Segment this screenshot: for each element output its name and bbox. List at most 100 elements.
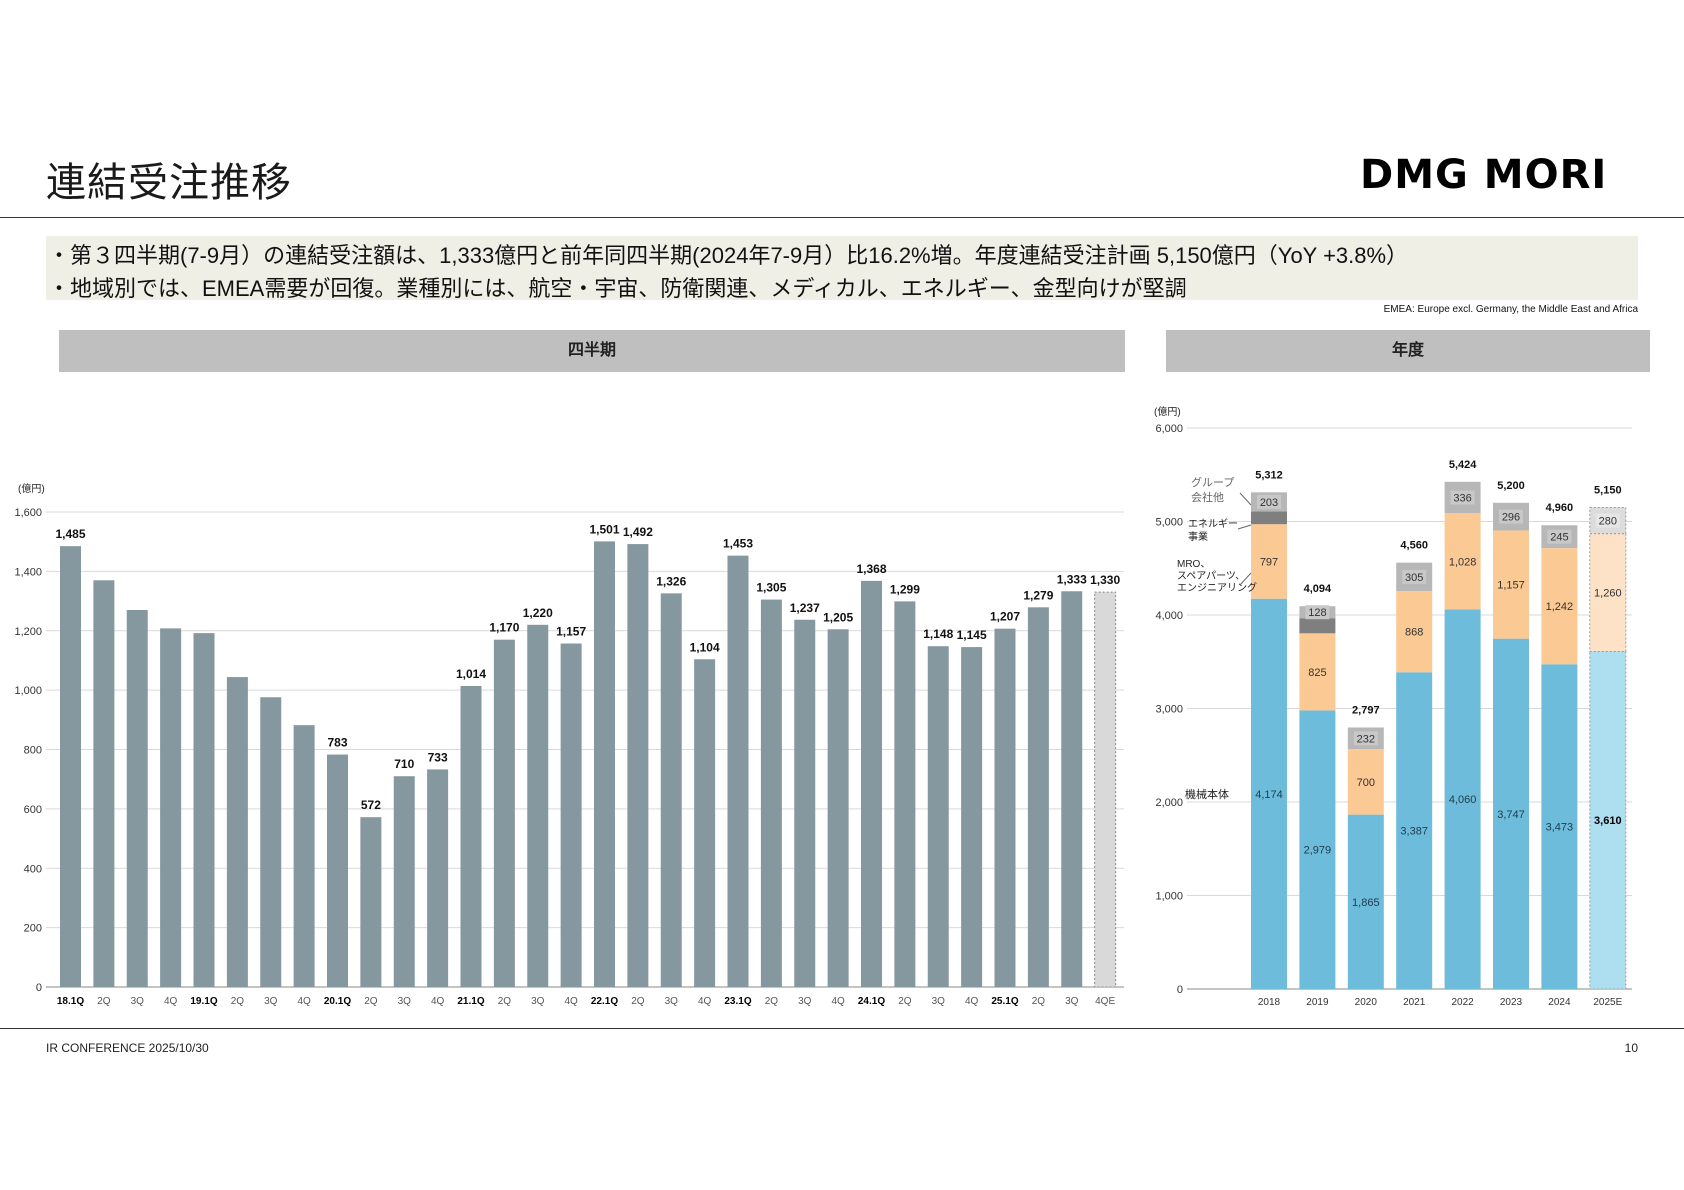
annual-segment-label: 1,157	[1497, 580, 1525, 592]
annual-total-label: 5,424	[1449, 459, 1477, 471]
quarterly-category-label: 2Q	[364, 996, 378, 1007]
quarterly-banner: 四半期	[59, 330, 1125, 372]
annual-segment-label: 4,174	[1255, 789, 1283, 801]
quarterly-value-label: 1,330	[1090, 573, 1120, 587]
quarterly-value-label: 1,279	[1023, 588, 1053, 602]
quarterly-bar	[193, 633, 215, 987]
annual-segment-label: 3,473	[1546, 822, 1574, 834]
annual-segment-label: 1,242	[1546, 601, 1574, 613]
annual-segment-machine	[1493, 638, 1529, 989]
quarterly-value-label: 1,145	[957, 628, 987, 642]
annual-group-label-bg	[1402, 569, 1427, 584]
annual-total-label: 2,797	[1352, 704, 1380, 716]
quarterly-ytick-label: 1,200	[14, 626, 42, 638]
legend-group-label: 会社他	[1191, 490, 1224, 504]
quarterly-category-label: 2Q	[231, 996, 245, 1007]
quarterly-value-label: 1,170	[489, 621, 519, 635]
quarterly-category-label: 18.1Q	[57, 996, 84, 1007]
quarterly-category-label: 19.1Q	[190, 996, 217, 1007]
quarterly-ytick-label: 1,600	[14, 507, 42, 519]
annual-segment-machine	[1251, 598, 1287, 989]
legend-mro-leader	[1239, 572, 1252, 586]
quarterly-bar	[1027, 607, 1049, 987]
quarterly-value-label: 1,368	[856, 562, 886, 576]
annual-segment-label: 232	[1357, 733, 1375, 745]
quarterly-bar	[527, 624, 549, 987]
annual-segment-energy	[1299, 618, 1336, 634]
annual-segment-label: 1,028	[1449, 556, 1477, 568]
annual-segment-machine	[1299, 710, 1336, 989]
annual-ytick-label: 4,000	[1155, 610, 1183, 622]
annual-segment-label: 868	[1405, 627, 1423, 639]
quarterly-value-label: 1,157	[556, 625, 586, 639]
annual-segment-mro	[1251, 524, 1287, 599]
annual-category-label: 2023	[1500, 997, 1523, 1008]
annual-segment-label: 1,865	[1352, 897, 1380, 909]
quarterly-category-label: 3Q	[665, 996, 679, 1007]
quarterly-value-label: 1,453	[723, 537, 753, 551]
annual-ytick-label: 5,000	[1155, 517, 1183, 529]
legend-mro-label: MRO、	[1177, 559, 1210, 570]
annual-ytick-label: 0	[1177, 984, 1183, 996]
bullet-q3-orders: ・第３四半期(7-9月）の連結受注額は、1,333億円と前年同四半期(2024年…	[48, 243, 1409, 268]
annual-ytick-label: 1,000	[1155, 891, 1183, 903]
annual-category-label: 2021	[1403, 997, 1426, 1008]
legend-mro-label: スペアパーツ、	[1177, 570, 1245, 582]
annual-segment-label: 1,260	[1594, 588, 1622, 600]
quarterly-category-label: 3Q	[398, 996, 412, 1007]
annual-segment-machine	[1347, 814, 1384, 989]
quarterly-bar	[393, 776, 415, 987]
summary-box: ・第３四半期(7-9月）の連結受注額は、1,333億円と前年同四半期(2024年…	[46, 236, 1638, 301]
annual-category-label: 2020	[1355, 997, 1378, 1008]
annual-ytick-label: 3,000	[1155, 704, 1183, 716]
quarterly-category-label: 2Q	[898, 996, 912, 1007]
quarterly-value-label: 1,207	[990, 610, 1020, 624]
legend-energy-label: 事業	[1188, 530, 1208, 543]
quarterly-category-label: 4Q	[564, 996, 578, 1007]
annual-segment-label: 296	[1502, 512, 1520, 524]
quarterly-category-label: 2Q	[631, 996, 645, 1007]
page-title: 連結受注推移	[46, 161, 292, 205]
quarterly-bar	[493, 639, 515, 987]
quarterly-value-label: 783	[327, 736, 347, 750]
quarterly-bar	[460, 685, 482, 987]
quarterly-bar	[760, 599, 782, 987]
quarterly-bar	[327, 754, 348, 987]
annual-segment-label: 797	[1260, 556, 1278, 568]
annual-segment-machine	[1396, 672, 1433, 989]
annual-total-label: 5,200	[1497, 480, 1525, 492]
quarterly-ytick-label: 400	[24, 863, 42, 875]
dmg-mori-logo: DMG MORI	[1360, 152, 1608, 198]
annual-banner: 年度	[1166, 330, 1650, 372]
annual-segment-mro	[1589, 533, 1627, 652]
quarterly-bar	[627, 544, 649, 987]
quarterly-bar	[827, 629, 849, 987]
quarterly-value-label: 1,237	[790, 601, 820, 615]
quarterly-bar	[861, 580, 882, 987]
legend-energy-label: エネルギー	[1188, 518, 1238, 530]
annual-category-label: 2019	[1306, 997, 1329, 1008]
quarterly-category-label: 3Q	[1065, 996, 1079, 1007]
annual-segment-mro	[1347, 749, 1384, 815]
quarterly-category-label: 3Q	[131, 996, 145, 1007]
annual-segment-label: 128	[1308, 607, 1326, 619]
annual-category-label: 2025E	[1593, 997, 1622, 1008]
quarterly-value-label: 1,148	[923, 627, 953, 641]
quarterly-category-label: 21.1Q	[457, 996, 484, 1007]
annual-segment-label: 203	[1260, 497, 1278, 509]
quarterly-bar	[360, 817, 382, 987]
quarterly-bar	[794, 619, 816, 987]
quarterly-category-label: 23.1Q	[724, 996, 751, 1007]
quarterly-value-label: 1,220	[523, 606, 553, 620]
bullet-regions: ・地域別では、EMEA需要が回復。業種別には、航空・宇宙、防衛関連、メディカル、…	[48, 276, 1187, 301]
annual-category-label: 2018	[1258, 997, 1281, 1008]
footer-conference: IR CONFERENCE 2025/10/30	[46, 1041, 209, 1055]
annual-total-label: 4,094	[1304, 583, 1332, 595]
annual-group-label-bg	[1353, 731, 1378, 746]
quarterly-ytick-label: 800	[24, 745, 42, 757]
quarterly-value-label: 1,104	[690, 640, 720, 654]
annual-segment-machine	[1541, 664, 1578, 989]
annual-ytick-label: 2,000	[1155, 797, 1183, 809]
annual-total-label: 5,312	[1255, 469, 1283, 481]
quarterly-ytick-label: 0	[36, 982, 42, 994]
